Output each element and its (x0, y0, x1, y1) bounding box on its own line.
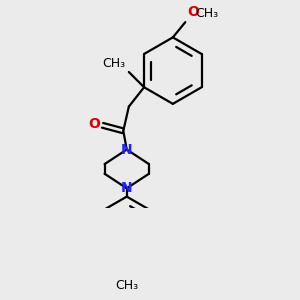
Text: CH₃: CH₃ (195, 7, 218, 20)
Text: N: N (121, 142, 133, 157)
Text: CH₃: CH₃ (102, 57, 125, 70)
Text: CH₃: CH₃ (115, 279, 138, 292)
Text: N: N (121, 181, 133, 195)
Text: O: O (188, 5, 199, 19)
Text: O: O (88, 117, 100, 131)
